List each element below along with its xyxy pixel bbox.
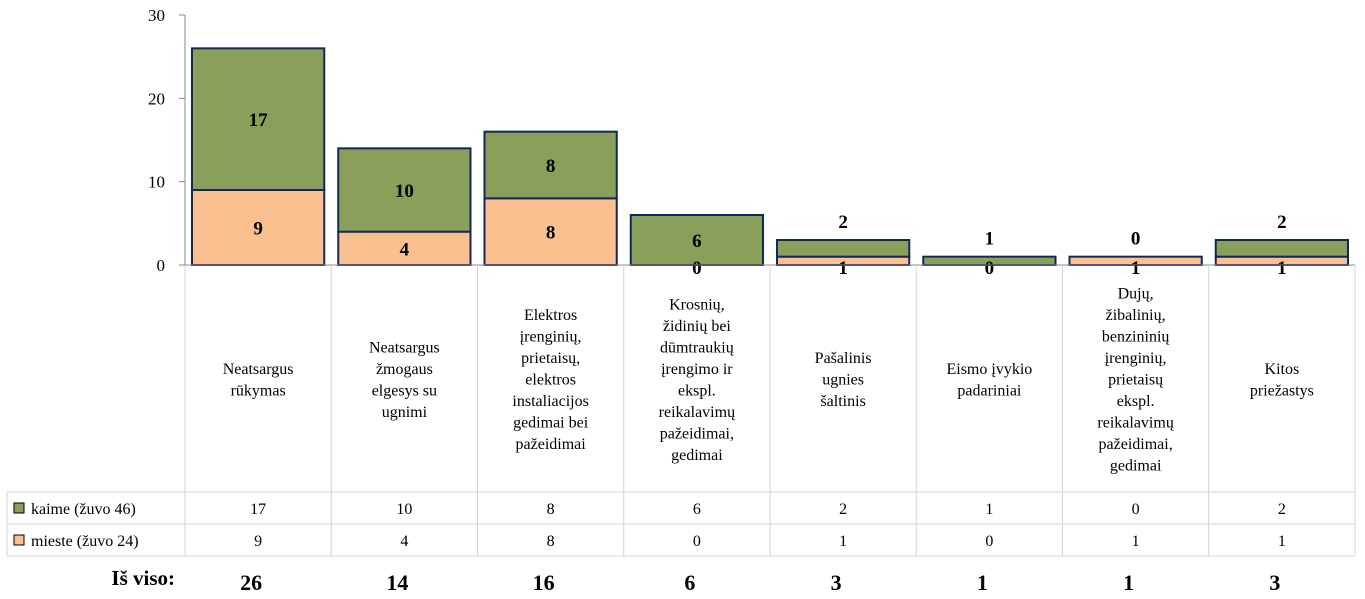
bar-kaime (191, 47, 326, 192)
data-label-kaime: 17 (249, 110, 269, 131)
total-value: 3 (1269, 570, 1280, 595)
y-tick-label: 10 (148, 173, 165, 192)
table-cell: 17 (250, 501, 266, 518)
category-label: ekspl. (1117, 393, 1155, 410)
category-label: Neatsargus (223, 361, 294, 378)
data-label-kaime: 2 (1277, 212, 1287, 233)
data-label-kaime: 2 (838, 212, 848, 233)
category-label: žmogaus (376, 361, 433, 378)
table-cell: 1 (1278, 533, 1286, 550)
category-label: pažeidimai (516, 436, 587, 453)
data-label-kaime: 0 (1131, 229, 1141, 250)
bar-mieste (191, 189, 326, 266)
category-label: įrenginių, (520, 329, 582, 346)
category-label: Dujų, (1118, 286, 1154, 303)
bar-kaime (629, 214, 764, 266)
legend-label: kaime (žuvo 46) (31, 501, 136, 518)
category-label: pažeidimai, (660, 425, 734, 442)
table-cell: 0 (985, 533, 993, 550)
total-value: 16 (533, 570, 555, 595)
table-cell: 0 (1132, 501, 1140, 518)
category-label: instaliacijos (512, 393, 588, 410)
category-label: Krosnių, (669, 296, 725, 313)
category-label: gedimai (671, 447, 723, 464)
category-label: Elektros (524, 307, 577, 324)
category-label: priežastys (1250, 382, 1314, 399)
data-label-kaime: 8 (546, 156, 556, 177)
category-label: pažeidimai, (1099, 436, 1173, 453)
category-label: žibalinių, (1106, 307, 1166, 324)
category-label: elgesys su (372, 382, 437, 399)
category-label: Eismo įvykio (946, 361, 1032, 378)
bar-kaime (337, 147, 472, 233)
data-label-mieste: 0 (985, 258, 995, 279)
total-value: 14 (386, 570, 408, 595)
bar-kaime (1214, 239, 1349, 258)
category-label: ekspl. (678, 382, 716, 399)
category-label: Neatsargus (369, 339, 440, 356)
total-value: 26 (240, 570, 262, 595)
data-label-kaime: 6 (692, 231, 702, 252)
category-label: padariniai (957, 382, 1022, 399)
data-label-kaime: 10 (395, 181, 414, 202)
data-label-mieste: 0 (692, 258, 702, 279)
category-label: benzininių (1102, 329, 1171, 346)
y-tick-label: 20 (148, 89, 165, 108)
category-label: Kitos (1265, 361, 1300, 378)
total-value: 1 (977, 570, 988, 595)
data-label-mieste: 1 (1277, 258, 1287, 279)
category-label: Pašalinis (815, 350, 872, 367)
category-label: gedimai bei (513, 415, 589, 432)
total-value: 6 (684, 570, 695, 595)
data-label-mieste: 1 (838, 258, 848, 279)
y-tick-label: 0 (157, 256, 166, 275)
table-cell: 8 (547, 533, 555, 550)
totals-label: Iš viso: (111, 566, 175, 590)
category-label: įrenginių, (1105, 350, 1167, 367)
table-cell: 9 (254, 533, 262, 550)
category-label: elektros (525, 372, 576, 389)
data-label-mieste: 1 (1131, 258, 1141, 279)
category-label: židinių bei (663, 318, 732, 335)
category-label: gedimai (1110, 458, 1162, 475)
bar-kaime (483, 130, 618, 200)
bar-kaime (776, 239, 911, 258)
table-cell: 6 (693, 501, 701, 518)
legend-key (13, 502, 25, 514)
table-cell: 0 (693, 533, 701, 550)
category-label: šaltinis (820, 393, 865, 410)
category-label: rūkymas (231, 382, 286, 399)
table-cell: 10 (396, 501, 412, 518)
category-label: prietaisų (1108, 372, 1164, 389)
legend-label: mieste (žuvo 24) (31, 533, 139, 550)
data-label-mieste: 9 (253, 219, 263, 240)
y-tick-label: 30 (148, 6, 165, 25)
table-cell: 8 (547, 501, 555, 518)
data-label-mieste: 8 (546, 223, 556, 244)
table-cell: 1 (1132, 533, 1140, 550)
total-value: 1 (1123, 570, 1134, 595)
table-cell: 1 (839, 533, 847, 550)
category-label: reikalavimų (1097, 415, 1174, 432)
category-label: reikalavimų (659, 404, 736, 421)
table-cell: 2 (1278, 501, 1286, 518)
table-cell: 1 (985, 501, 993, 518)
category-label: įrengimo ir (661, 361, 733, 378)
table-cell: 4 (400, 533, 408, 550)
total-value: 3 (831, 570, 842, 595)
table-cell: 2 (839, 501, 847, 518)
category-label: ugnimi (382, 404, 428, 421)
legend-key (13, 534, 25, 546)
category-label: prietaisų, (521, 350, 580, 367)
category-label: dūmtraukių (660, 339, 735, 356)
data-label-kaime: 1 (985, 229, 995, 250)
category-label: ugnies (822, 372, 864, 389)
data-label-mieste: 4 (400, 239, 410, 260)
